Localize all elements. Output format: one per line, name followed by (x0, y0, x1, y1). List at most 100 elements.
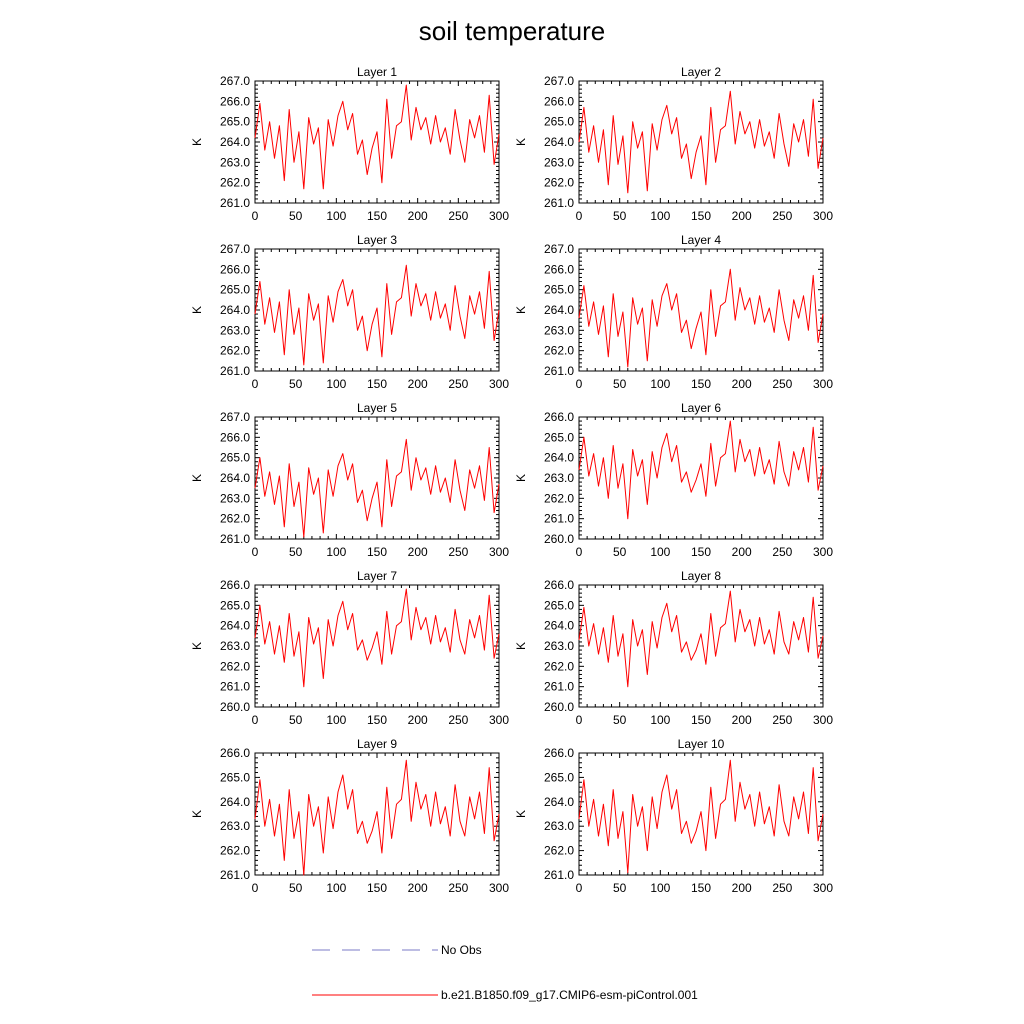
x-tick-label: 100 (326, 545, 346, 559)
y-tick-label: 264.0 (220, 795, 250, 809)
y-tick-label: 261.0 (220, 680, 250, 694)
y-tick-label: 264.0 (544, 135, 574, 149)
x-tick-label: 0 (252, 377, 259, 391)
series-line (578, 268, 824, 368)
y-tick-label: 264.0 (220, 619, 250, 633)
series-line (578, 90, 824, 194)
y-tick-label: 263.0 (544, 471, 574, 485)
y-tick-label: 261.0 (220, 364, 250, 378)
series-line (254, 264, 500, 366)
x-tick-label: 250 (448, 209, 468, 223)
x-tick-label: 50 (289, 713, 303, 727)
y-axis-label: K (514, 306, 528, 314)
y-tick-label: 261.0 (544, 680, 574, 694)
x-tick-label: 50 (613, 713, 627, 727)
chart-panel-10: 0 50 100 150 200 250 300 261.0 262.0 263.0 264.0 26… (514, 737, 833, 895)
y-tick-label: 267.0 (220, 242, 250, 256)
x-tick-label: 150 (691, 377, 711, 391)
y-tick-label: 262.0 (220, 512, 250, 526)
y-tick-label: 264.0 (220, 471, 250, 485)
x-tick-label: 0 (576, 713, 583, 727)
x-tick-label: 200 (732, 545, 752, 559)
x-tick-label: 200 (408, 545, 428, 559)
y-tick-label: 261.0 (544, 364, 574, 378)
chart-panel-5: 0 50 100 150 200 250 300 261.0 262.0 263.0 264.0 26… (190, 401, 509, 559)
x-tick-label: 100 (650, 545, 670, 559)
x-tick-label: 50 (613, 881, 627, 895)
x-tick-label: 150 (691, 209, 711, 223)
y-tick-label: 265.0 (544, 115, 574, 129)
series-line (254, 438, 500, 538)
y-tick-label: 263.0 (220, 491, 250, 505)
y-axis-label: K (190, 810, 204, 818)
x-tick-label: 250 (448, 377, 468, 391)
y-tick-label: 267.0 (220, 74, 250, 88)
y-tick-label: 267.0 (220, 410, 250, 424)
panel-title: Layer 4 (681, 233, 721, 247)
x-tick-label: 150 (367, 881, 387, 895)
x-tick-label: 200 (408, 881, 428, 895)
main-title: soil temperature (419, 16, 605, 46)
y-axis-label: K (514, 474, 528, 482)
y-tick-label: 266.0 (544, 578, 574, 592)
x-tick-label: 200 (732, 209, 752, 223)
y-tick-label: 267.0 (544, 242, 574, 256)
x-tick-label: 50 (613, 545, 627, 559)
y-tick-label: 266.0 (220, 262, 250, 276)
x-tick-label: 100 (326, 209, 346, 223)
x-tick-label: 100 (326, 881, 346, 895)
panel-title: Layer 10 (678, 737, 725, 751)
x-tick-label: 300 (813, 881, 833, 895)
x-tick-label: 150 (367, 713, 387, 727)
y-tick-label: 263.0 (220, 639, 250, 653)
x-tick-label: 50 (289, 377, 303, 391)
x-tick-label: 200 (408, 713, 428, 727)
series-line (254, 84, 500, 190)
x-tick-label: 0 (576, 881, 583, 895)
y-tick-label: 264.0 (544, 303, 574, 317)
panel-title: Layer 9 (357, 737, 397, 751)
y-axis-label: K (514, 138, 528, 146)
panel-title: Layer 6 (681, 401, 721, 415)
x-tick-label: 150 (691, 713, 711, 727)
y-tick-label: 265.0 (220, 770, 250, 784)
x-tick-label: 200 (408, 377, 428, 391)
y-tick-label: 267.0 (544, 74, 574, 88)
x-tick-label: 250 (448, 713, 468, 727)
x-tick-label: 200 (408, 209, 428, 223)
x-tick-label: 0 (576, 377, 583, 391)
plot-frame (578, 248, 824, 372)
y-tick-label: 265.0 (544, 283, 574, 297)
x-tick-label: 150 (367, 377, 387, 391)
y-tick-label: 266.0 (220, 746, 250, 760)
x-tick-label: 300 (489, 881, 509, 895)
y-tick-label: 265.0 (544, 598, 574, 612)
y-tick-label: 263.0 (544, 155, 574, 169)
x-tick-label: 300 (489, 209, 509, 223)
panel-title: Layer 5 (357, 401, 397, 415)
x-tick-label: 150 (367, 209, 387, 223)
series-line (578, 420, 824, 520)
y-tick-label: 266.0 (220, 578, 250, 592)
x-tick-label: 250 (448, 545, 468, 559)
x-tick-label: 100 (326, 377, 346, 391)
y-tick-label: 266.0 (544, 410, 574, 424)
y-tick-label: 263.0 (544, 323, 574, 337)
y-tick-label: 261.0 (220, 532, 250, 546)
x-tick-label: 100 (650, 713, 670, 727)
x-tick-label: 50 (289, 545, 303, 559)
x-tick-label: 250 (772, 209, 792, 223)
x-tick-label: 0 (252, 713, 259, 727)
y-tick-label: 264.0 (220, 135, 250, 149)
y-tick-label: 261.0 (544, 868, 574, 882)
y-tick-label: 262.0 (544, 659, 574, 673)
y-tick-label: 266.0 (220, 430, 250, 444)
y-tick-label: 263.0 (544, 639, 574, 653)
x-tick-label: 300 (813, 713, 833, 727)
y-tick-label: 266.0 (544, 746, 574, 760)
y-axis-label: K (190, 474, 204, 482)
panel-title: Layer 3 (357, 233, 397, 247)
x-tick-label: 250 (772, 377, 792, 391)
chart-panel-2: 0 50 100 150 200 250 300 261.0 262.0 263.0 264.0 26… (514, 65, 833, 223)
y-tick-label: 264.0 (220, 303, 250, 317)
